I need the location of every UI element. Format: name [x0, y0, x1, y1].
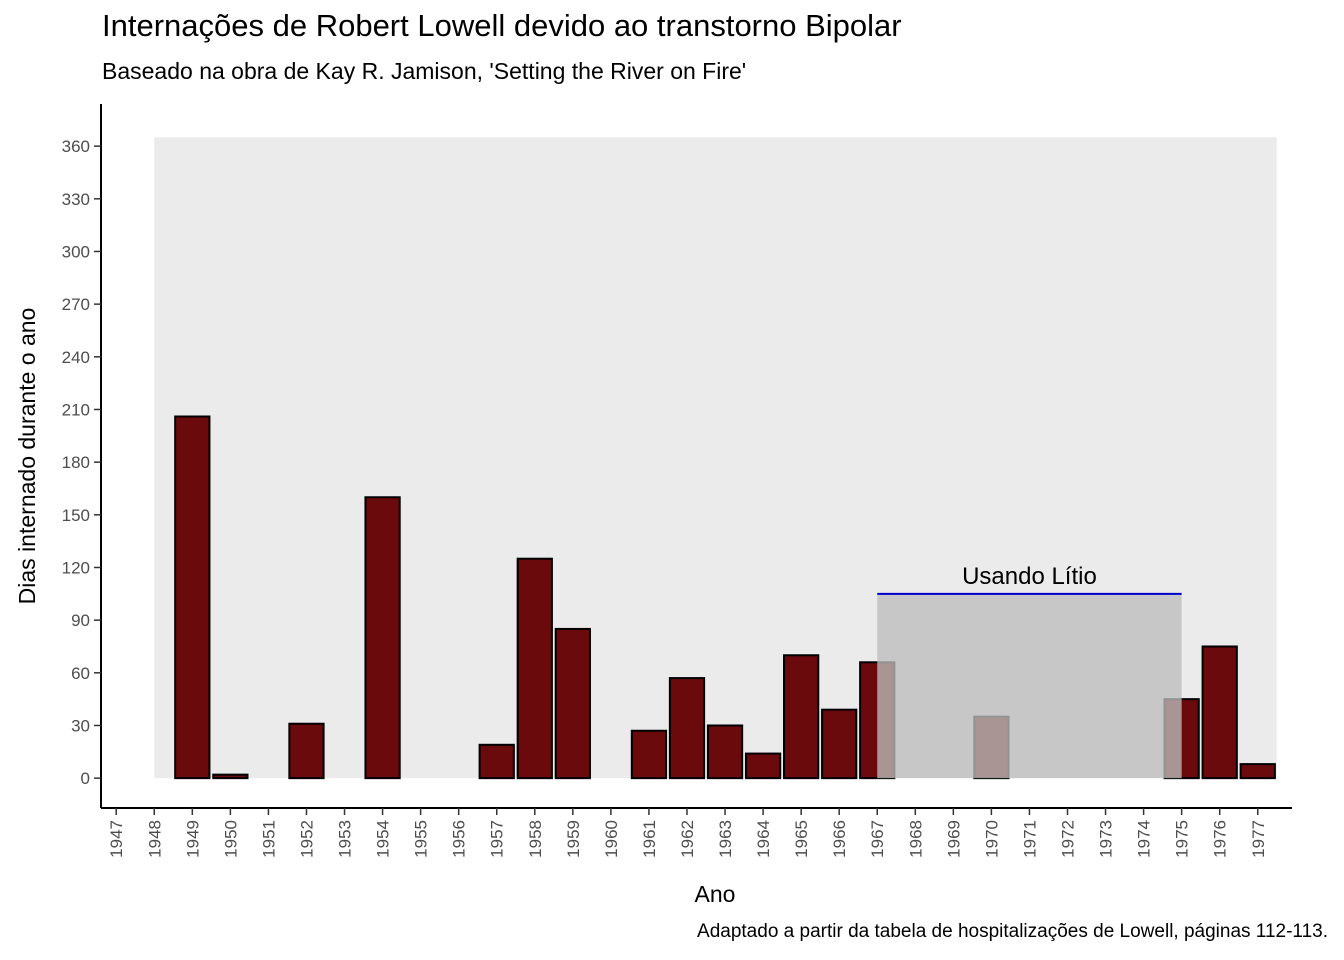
x-tick-label: 1973 [1097, 820, 1116, 858]
x-tick-label: 1962 [678, 820, 697, 858]
chart-title: Internações de Robert Lowell devido ao t… [102, 8, 902, 43]
x-tick-label: 1952 [297, 820, 316, 858]
y-tick-label: 30 [71, 716, 90, 735]
y-tick-label: 150 [62, 506, 90, 525]
y-ticks: 0 30 60 90 120 150 180 210 240 270 300 330 360 [62, 137, 101, 788]
x-tick-label: 1961 [640, 820, 659, 858]
y-tick-label: 0 [81, 769, 90, 788]
x-ticks: 1947 1948 1949 1950 1951 1952 1953 1954 1955 1956… [107, 808, 1268, 858]
x-tick-label: 1956 [450, 820, 469, 858]
x-tick-label: 1959 [564, 820, 583, 858]
lithium-period-label: Usando Lítio [962, 563, 1097, 590]
bar-1950 [212, 773, 249, 780]
y-tick-label: 210 [62, 400, 90, 419]
x-tick-label: 1950 [221, 820, 240, 858]
bar-1964 [744, 752, 782, 780]
bar-1959 [554, 627, 591, 780]
bar-1976 [1201, 645, 1238, 780]
chart-subtitle: Baseado na obra de Kay R. Jamison, 'Sett… [102, 58, 747, 84]
x-tick-label: 1970 [982, 820, 1001, 858]
lithium-annotation: Usando Lítio [877, 563, 1182, 779]
bar-1961 [630, 729, 668, 780]
x-tick-label: 1977 [1249, 820, 1268, 858]
x-tick-label: 1965 [792, 820, 811, 858]
bar-1958 [516, 557, 553, 780]
bar-1949 [174, 415, 211, 780]
x-tick-label: 1955 [412, 820, 431, 858]
bar-1957 [478, 743, 515, 780]
x-tick-label: 1975 [1173, 820, 1192, 858]
bar-1952 [288, 722, 325, 780]
y-tick-label: 330 [62, 190, 90, 209]
bar-1965 [783, 654, 820, 780]
x-tick-label: 1976 [1211, 820, 1230, 858]
x-axis-title: Ano [695, 881, 736, 907]
y-tick-label: 360 [62, 137, 90, 156]
y-axis-title: Dias internado durante o ano [14, 308, 40, 605]
x-tick-label: 1963 [716, 820, 735, 858]
x-tick-label: 1974 [1135, 820, 1154, 858]
x-tick-label: 1947 [107, 820, 126, 858]
x-tick-label: 1954 [374, 820, 393, 858]
x-tick-label: 1960 [602, 820, 621, 858]
x-tick-label: 1971 [1020, 820, 1039, 858]
x-tick-label: 1951 [259, 820, 278, 858]
chart-caption: Adaptado a partir da tabela de hospitali… [697, 921, 1328, 942]
y-tick-label: 90 [71, 611, 90, 630]
y-tick-label: 240 [62, 348, 90, 367]
x-tick-label: 1958 [526, 820, 545, 858]
x-tick-label: 1967 [868, 820, 887, 858]
y-tick-label: 270 [62, 295, 90, 314]
axes [100, 104, 1292, 809]
x-tick-label: 1964 [754, 820, 773, 858]
x-tick-label: 1968 [906, 820, 925, 858]
x-tick-label: 1953 [336, 820, 355, 858]
x-tick-label: 1948 [145, 820, 164, 858]
bar-1966 [821, 708, 858, 780]
y-tick-label: 180 [62, 453, 90, 472]
bar-1954 [364, 496, 401, 780]
x-tick-label: 1949 [183, 820, 202, 858]
x-tick-label: 1969 [944, 820, 963, 858]
x-tick-label: 1972 [1058, 820, 1077, 858]
y-tick-label: 300 [62, 242, 90, 261]
x-tick-label: 1957 [488, 820, 507, 858]
bar-1963 [706, 724, 744, 780]
bar-1962 [668, 677, 706, 780]
x-tick-label: 1966 [830, 820, 849, 858]
bars-layer [174, 415, 1276, 780]
y-tick-label: 60 [71, 664, 90, 683]
lithium-period-box [877, 593, 1182, 779]
y-tick-label: 120 [62, 558, 90, 577]
bar-1977 [1239, 763, 1276, 780]
